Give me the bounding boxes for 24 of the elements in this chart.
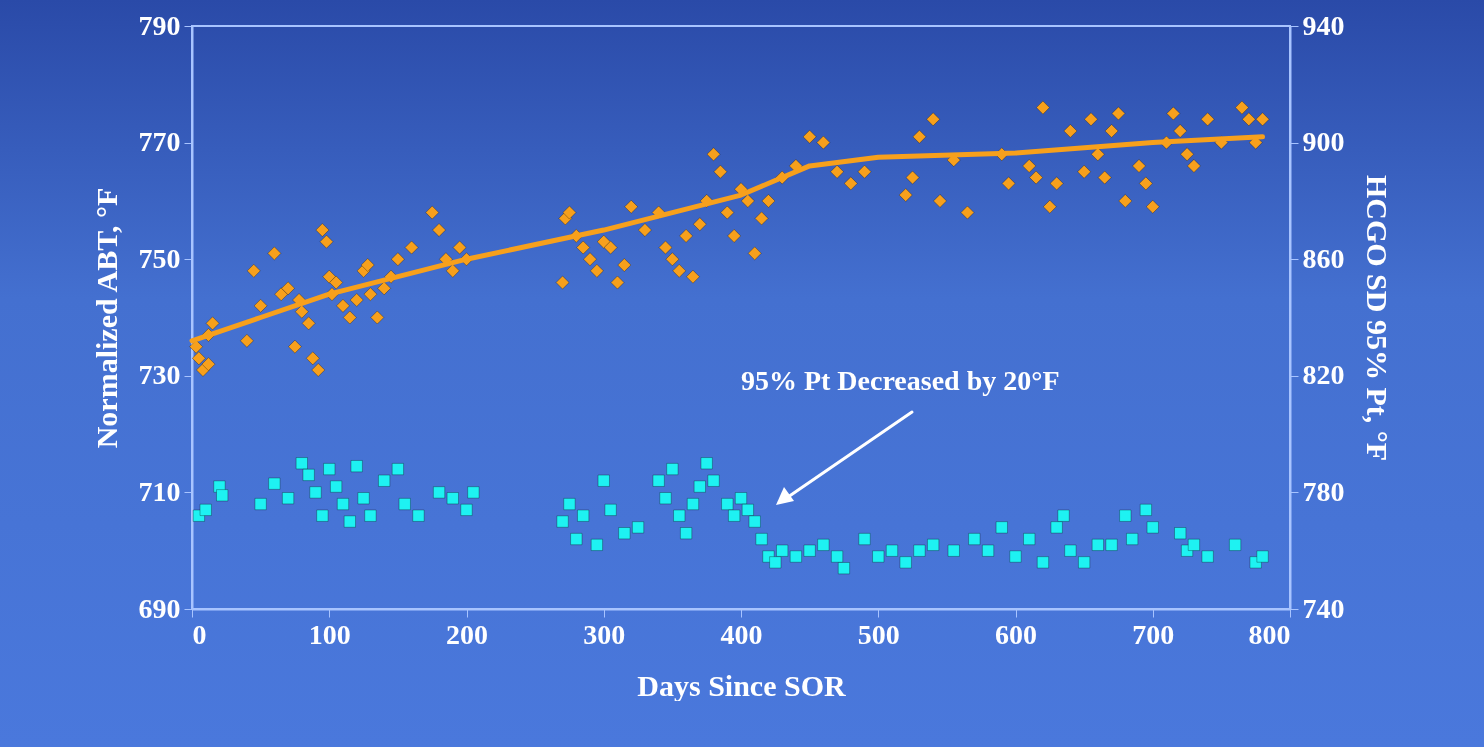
x-tick-label: 700 [1132,618,1175,650]
y-axis-title: Normalized ABT, °F [89,187,123,449]
y2-tick-label: 900 [1302,126,1345,158]
y2-tick-label: 780 [1302,475,1345,507]
x-tick-label: 0 [192,618,207,650]
x-tick-label: 100 [308,618,351,650]
y-tick-label: 770 [138,126,181,158]
y-tick-label: 790 [138,9,181,41]
y-tick-label: 730 [138,359,181,391]
y2-tick-label: 940 [1302,9,1345,41]
x-tick-label: 600 [995,618,1037,650]
y-tick-label: 750 [138,242,181,274]
y-tick-label: 690 [138,592,181,624]
x-tick-label: 800 [1248,618,1291,650]
x-tick-label: 500 [857,618,900,650]
y2-tick-label: 860 [1302,242,1345,274]
y2-axis-title: HCGO SD 95% Pt, °F [1360,174,1394,462]
annotation: 95% Pt Decreased by 20°F [740,365,1060,397]
x-tick-label: 200 [446,618,488,650]
y-tick-label: 710 [138,475,181,507]
x-tick-label: 400 [720,618,763,650]
y2-tick-label: 820 [1302,359,1345,391]
x-tick-label: 300 [583,618,626,650]
y2-tick-label: 740 [1302,592,1345,624]
